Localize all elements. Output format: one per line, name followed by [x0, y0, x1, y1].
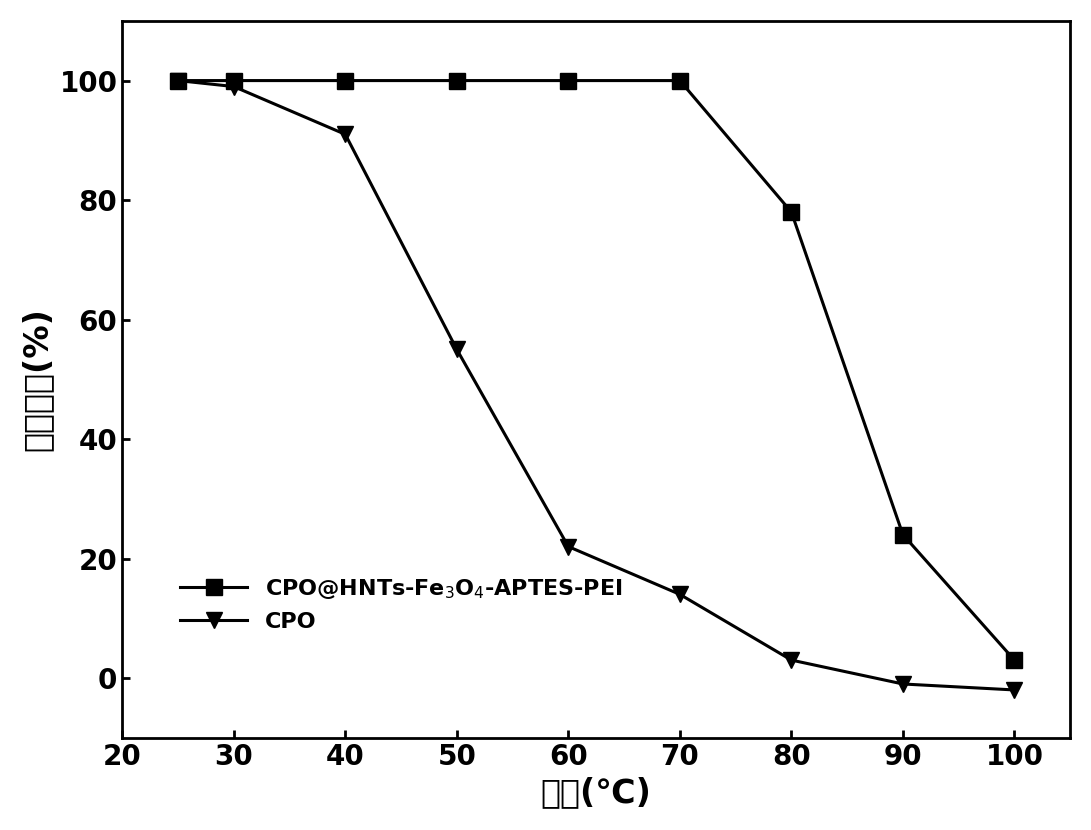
- CPO@HNTs-Fe$_3$O$_4$-APTES-PEI: [227, 76, 240, 85]
- CPO@HNTs-Fe$_3$O$_4$-APTES-PEI: [673, 76, 686, 85]
- Y-axis label: 剩余活性(%): 剩余活性(%): [21, 307, 53, 452]
- CPO: [673, 589, 686, 599]
- CPO: [784, 655, 798, 665]
- CPO@HNTs-Fe$_3$O$_4$-APTES-PEI: [897, 530, 910, 540]
- CPO@HNTs-Fe$_3$O$_4$-APTES-PEI: [1008, 655, 1021, 665]
- CPO: [1008, 685, 1021, 695]
- Legend: CPO@HNTs-Fe$_3$O$_4$-APTES-PEI, CPO: CPO@HNTs-Fe$_3$O$_4$-APTES-PEI, CPO: [171, 568, 631, 641]
- CPO: [897, 679, 910, 689]
- CPO: [451, 344, 464, 354]
- CPO@HNTs-Fe$_3$O$_4$-APTES-PEI: [171, 76, 184, 85]
- Line: CPO@HNTs-Fe$_3$O$_4$-APTES-PEI: CPO@HNTs-Fe$_3$O$_4$-APTES-PEI: [170, 73, 1022, 667]
- CPO@HNTs-Fe$_3$O$_4$-APTES-PEI: [338, 76, 351, 85]
- CPO@HNTs-Fe$_3$O$_4$-APTES-PEI: [451, 76, 464, 85]
- CPO@HNTs-Fe$_3$O$_4$-APTES-PEI: [562, 76, 575, 85]
- CPO: [227, 81, 240, 91]
- Line: CPO: CPO: [170, 73, 1022, 697]
- CPO: [171, 76, 184, 85]
- CPO@HNTs-Fe$_3$O$_4$-APTES-PEI: [784, 207, 798, 217]
- CPO: [338, 129, 351, 139]
- X-axis label: 温度(℃): 温度(℃): [541, 776, 651, 809]
- CPO: [562, 542, 575, 552]
